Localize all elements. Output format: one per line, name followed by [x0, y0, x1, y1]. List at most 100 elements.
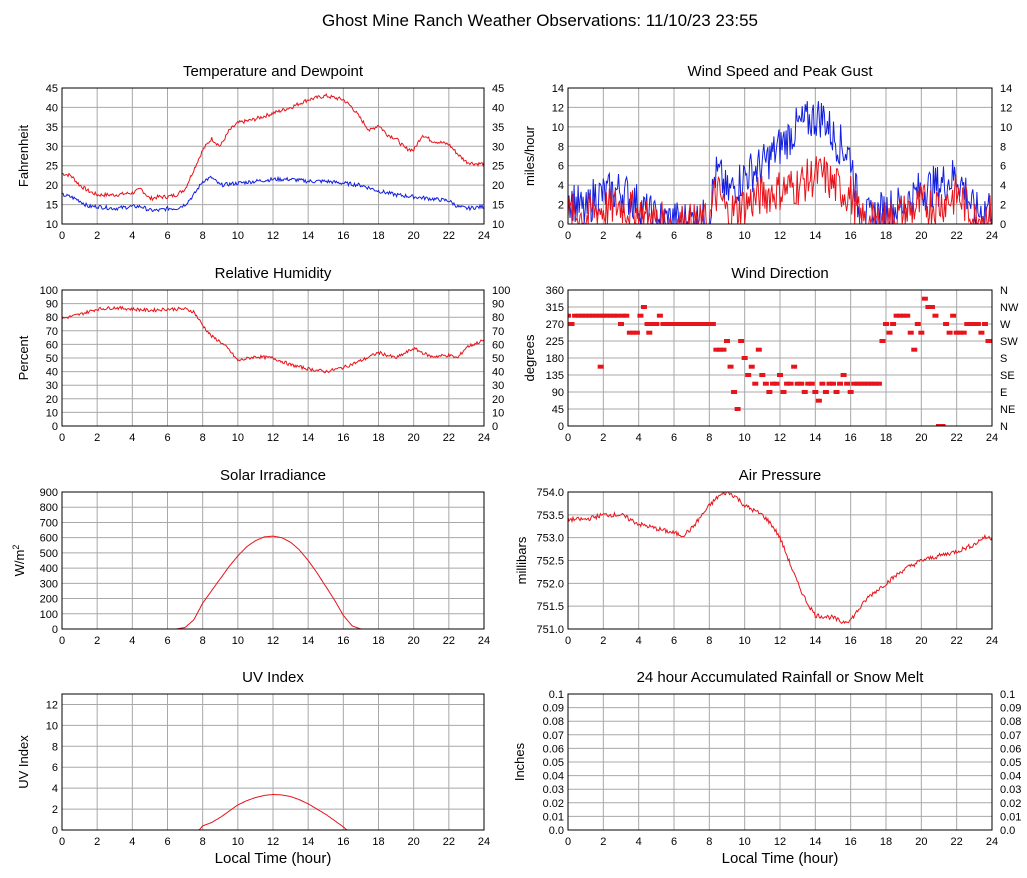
- pressure-plot-frame: [567, 491, 993, 630]
- x-tick-label: 14: [809, 230, 821, 242]
- wind-direction-point: [738, 339, 745, 343]
- x-tick-label: 2: [94, 836, 100, 848]
- wdir-title: Wind Direction: [731, 265, 829, 282]
- wind-direction-point: [830, 381, 836, 386]
- wind-direction-point: [907, 330, 914, 335]
- y-tick-label: 40: [46, 102, 58, 114]
- right-tick-label: SE: [1000, 370, 1015, 382]
- y-tick-label: 60: [46, 339, 58, 351]
- x-tick-label: 8: [706, 230, 712, 242]
- wdir-plot-frame: [567, 289, 993, 427]
- x-tick-label: 22: [951, 432, 963, 444]
- x-tick-label: 12: [774, 635, 786, 647]
- right-tick-label: NW: [1000, 302, 1019, 314]
- right-tick-label: 0.1: [1000, 689, 1015, 701]
- wind-direction-point: [815, 398, 822, 403]
- uv-series-group: [62, 793, 484, 830]
- wind-direction-point: [640, 305, 647, 309]
- right-tick-label: 40: [492, 102, 504, 114]
- y-tick-label: 600: [40, 533, 58, 545]
- wind-direction-point: [812, 390, 819, 394]
- y-tick-label: 751.0: [536, 624, 564, 636]
- rh-title: Relative Humidity: [215, 265, 332, 282]
- x-tick-label: 20: [915, 432, 927, 444]
- x-tick-label: 2: [600, 230, 606, 242]
- right-tick-label: 0.03: [1000, 784, 1021, 796]
- wind-direction-point: [568, 322, 575, 326]
- wind-plot-frame: [567, 87, 993, 225]
- x-tick-label: 22: [951, 635, 963, 647]
- rh-series-0-line: [62, 305, 484, 374]
- wind-direction-point: [702, 322, 709, 326]
- y-tick-label: 14: [552, 83, 564, 95]
- right-tick-label: 0: [1000, 219, 1006, 231]
- x-tick-label: 10: [739, 432, 751, 444]
- wind-direction-point: [727, 364, 734, 369]
- x-tick-label: 0: [59, 432, 65, 444]
- wind-direction-point: [833, 390, 840, 394]
- wind-direction-point: [575, 313, 582, 318]
- right-tick-label: W: [1000, 319, 1011, 331]
- y-tick-label: 30: [46, 141, 58, 153]
- wind-direction-point: [985, 339, 992, 343]
- y-tick-label: 6: [52, 762, 58, 774]
- solar-series-group: [62, 535, 484, 629]
- wind-direction-point: [623, 313, 630, 318]
- wind-direction-point: [586, 313, 593, 318]
- right-tick-label: 6: [1000, 161, 1006, 173]
- wind-direction-point: [741, 356, 748, 360]
- x-tick-label: 2: [600, 635, 606, 647]
- right-tick-label: 2: [1000, 200, 1006, 212]
- right-tick-label: 0.01: [1000, 811, 1021, 823]
- wind-direction-point: [589, 313, 596, 318]
- y-tick-label: 0: [52, 825, 58, 837]
- y-tick-label: 45: [552, 404, 564, 416]
- y-tick-label: 270: [546, 319, 564, 331]
- x-tick-label: 18: [880, 836, 892, 848]
- wind-direction-point: [914, 322, 921, 326]
- wind-direction-point: [989, 339, 992, 343]
- x-tick-label: 0: [565, 836, 571, 848]
- wind-direction-point: [791, 364, 798, 369]
- right-tick-label: 70: [492, 326, 504, 338]
- right-tick-label: 80: [492, 312, 504, 324]
- wind-direction-point: [872, 381, 879, 386]
- wind-direction-point: [784, 381, 791, 386]
- x-tick-label: 24: [986, 635, 998, 647]
- wind-direction-point: [766, 390, 773, 394]
- x-tick-label: 18: [880, 230, 892, 242]
- wind-direction-point: [734, 407, 741, 411]
- right-tick-label: 14: [1000, 83, 1012, 95]
- wind-direction-point: [837, 381, 844, 386]
- wind-direction-point: [674, 322, 681, 326]
- wind-direction-point: [861, 381, 868, 386]
- wind-direction-point: [851, 381, 858, 386]
- wind-direction-point: [745, 373, 752, 377]
- y-tick-label: 0.1: [549, 689, 564, 701]
- y-tick-label: 300: [40, 578, 58, 590]
- x-tick-label: 8: [200, 432, 206, 444]
- wind-direction-point: [568, 313, 571, 318]
- right-tick-label: 25: [492, 161, 504, 173]
- wind-direction-point: [644, 322, 651, 326]
- y-tick-label: 0.06: [543, 743, 564, 755]
- wind-direction-point: [794, 381, 801, 386]
- wind-direction-point: [978, 330, 985, 335]
- wind-direction-point: [822, 390, 829, 394]
- wind-direction-point: [844, 381, 851, 386]
- wind-direction-point: [582, 313, 589, 318]
- x-tick-label: 6: [164, 836, 170, 848]
- right-tick-label: SW: [1000, 336, 1018, 348]
- x-tick-label: 4: [129, 230, 135, 242]
- y-tick-label: 200: [40, 594, 58, 606]
- wind-direction-point: [826, 381, 833, 386]
- x-tick-label: 22: [443, 230, 455, 242]
- wind-direction-point: [630, 330, 637, 335]
- x-tick-label: 18: [372, 635, 384, 647]
- wind-direction-point: [618, 322, 624, 326]
- x-tick-label: 18: [372, 432, 384, 444]
- right-tick-label: 15: [492, 200, 504, 212]
- x-tick-label: 10: [739, 635, 751, 647]
